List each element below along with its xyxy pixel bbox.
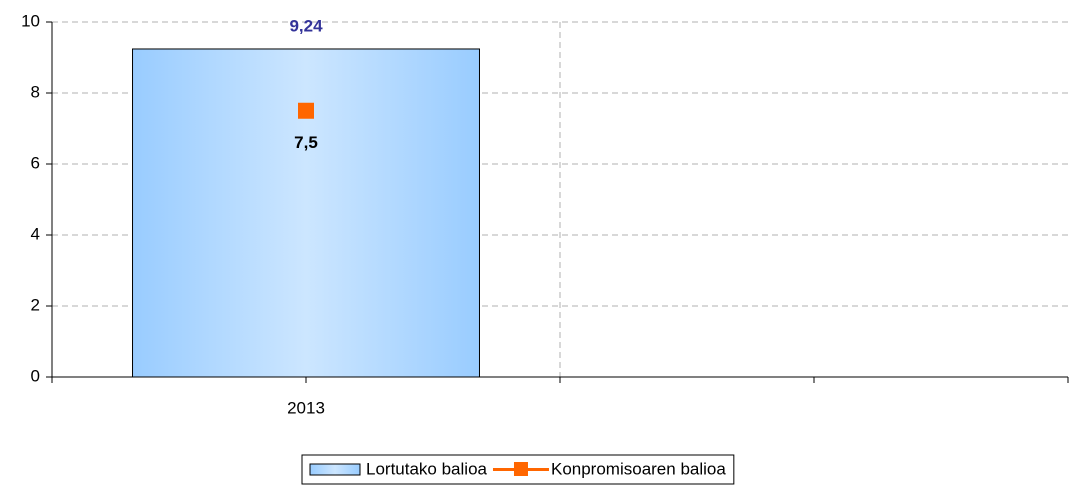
bar bbox=[132, 48, 480, 378]
legend: Lortutako balioa Konpromisoaren balioa bbox=[301, 454, 735, 485]
line-marker bbox=[298, 102, 314, 119]
y-tick-label: 2 bbox=[31, 295, 40, 314]
legend-label: Konpromisoaren balioa bbox=[551, 459, 726, 478]
legend-label: Lortutako balioa bbox=[366, 459, 488, 478]
y-tick-label: 10 bbox=[21, 11, 40, 30]
data-label: 7,5 bbox=[294, 133, 318, 152]
y-tick-label: 8 bbox=[31, 82, 40, 101]
legend-marker bbox=[513, 462, 528, 476]
data-label: 9,24 bbox=[289, 16, 323, 35]
legend-swatch bbox=[309, 463, 361, 476]
y-tick-label: 4 bbox=[31, 224, 40, 243]
x-tick-label: 2013 bbox=[287, 398, 325, 417]
y-tick-label: 0 bbox=[31, 366, 40, 385]
y-tick-label: 6 bbox=[31, 153, 40, 172]
